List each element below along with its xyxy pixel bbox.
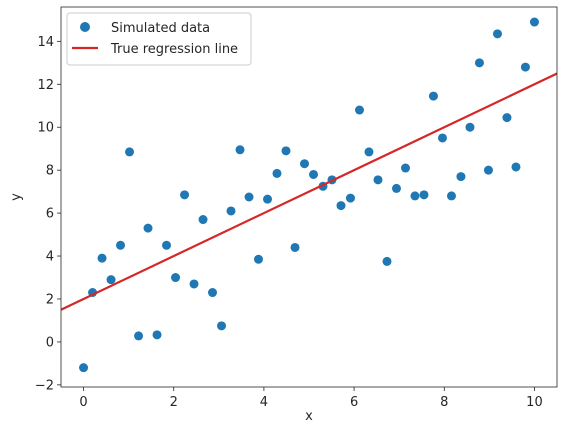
data-point bbox=[336, 201, 346, 211]
data-point bbox=[419, 190, 429, 200]
y-tick-label: 14 bbox=[37, 35, 54, 50]
data-point bbox=[465, 122, 475, 132]
data-point bbox=[208, 288, 218, 298]
data-point bbox=[511, 162, 521, 172]
data-point bbox=[373, 175, 383, 185]
legend-marker-simulated-data bbox=[80, 22, 90, 32]
x-tick-label: 10 bbox=[526, 395, 543, 410]
y-tick-label: 2 bbox=[46, 292, 54, 307]
data-point bbox=[116, 240, 126, 250]
data-point bbox=[180, 190, 190, 200]
data-point bbox=[244, 192, 254, 202]
legend-label-simulated-data: Simulated data bbox=[111, 21, 210, 36]
y-axis-label: y bbox=[9, 193, 24, 201]
data-point bbox=[171, 273, 181, 283]
data-point bbox=[290, 242, 300, 252]
data-point bbox=[134, 331, 144, 341]
data-point bbox=[391, 183, 401, 193]
data-point bbox=[125, 147, 135, 157]
plot-frame bbox=[60, 6, 558, 388]
x-tick-label: 0 bbox=[79, 395, 87, 410]
data-point bbox=[106, 275, 116, 285]
data-point bbox=[263, 194, 273, 204]
y-tick-label: 4 bbox=[46, 250, 54, 265]
plot-area bbox=[61, 17, 557, 373]
data-point bbox=[456, 172, 466, 182]
data-point bbox=[355, 105, 365, 115]
data-point bbox=[428, 91, 438, 101]
data-point bbox=[226, 206, 236, 216]
legend-label-true-regression-line: True regression line bbox=[110, 42, 238, 57]
data-point bbox=[364, 147, 374, 157]
data-point bbox=[198, 215, 208, 225]
data-point bbox=[217, 321, 227, 331]
y-tick-label: 6 bbox=[46, 207, 54, 222]
y-tick-label: 12 bbox=[37, 78, 54, 93]
data-point bbox=[281, 146, 291, 156]
y-tick-label: 8 bbox=[46, 164, 54, 179]
data-point bbox=[162, 240, 172, 250]
x-axis-ticks: 0 2 4 6 8 10 bbox=[79, 387, 543, 410]
data-point bbox=[235, 145, 245, 155]
data-point bbox=[309, 169, 319, 179]
regression-line bbox=[61, 72, 557, 311]
y-tick-label: −2 bbox=[35, 378, 54, 393]
data-point bbox=[143, 223, 153, 233]
data-point bbox=[474, 58, 484, 68]
data-point bbox=[483, 165, 493, 175]
data-point bbox=[97, 253, 107, 263]
data-point bbox=[253, 254, 263, 264]
data-point bbox=[520, 62, 530, 72]
data-point bbox=[345, 193, 355, 203]
x-tick-label: 4 bbox=[260, 395, 268, 410]
data-point bbox=[382, 256, 392, 266]
x-tick-label: 2 bbox=[170, 395, 178, 410]
data-point bbox=[272, 168, 282, 178]
data-point bbox=[152, 330, 162, 340]
data-point bbox=[400, 163, 410, 173]
data-point bbox=[446, 191, 456, 201]
data-point bbox=[189, 279, 199, 289]
data-point bbox=[79, 363, 89, 373]
y-axis-ticks: −2 0 2 4 6 8 10 12 14 bbox=[35, 35, 61, 393]
legend: Simulated data True regression line bbox=[66, 12, 252, 66]
y-tick-label: 0 bbox=[46, 335, 54, 350]
y-tick-label: 10 bbox=[37, 121, 54, 136]
data-point bbox=[492, 29, 502, 39]
legend-frame bbox=[66, 12, 252, 66]
data-point bbox=[410, 191, 420, 201]
x-axis-label: x bbox=[305, 409, 313, 424]
data-point bbox=[299, 159, 309, 169]
data-point bbox=[437, 133, 447, 143]
x-tick-label: 8 bbox=[440, 395, 448, 410]
data-point bbox=[502, 113, 512, 123]
x-tick-label: 6 bbox=[350, 395, 358, 410]
data-point bbox=[529, 17, 539, 27]
